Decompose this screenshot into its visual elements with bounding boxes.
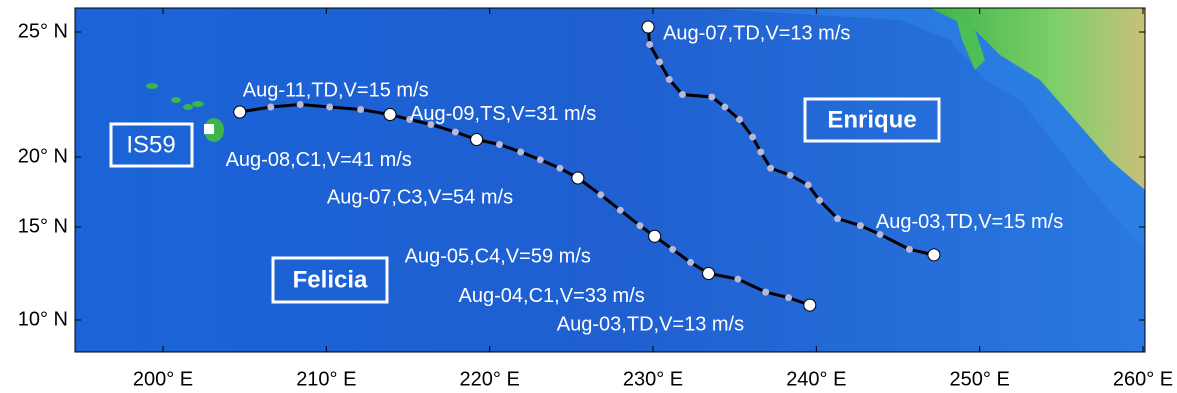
named-position (572, 172, 584, 184)
position (517, 149, 524, 156)
named-position (471, 134, 483, 146)
station-label: IS59 (126, 131, 175, 158)
position (708, 94, 715, 101)
position (357, 106, 364, 113)
x-tick-label: 210° E (296, 368, 356, 390)
position-label: Aug-09,TS,V=31 m/s (410, 103, 596, 125)
position (736, 116, 743, 123)
y-tick-label: 15° N (18, 215, 68, 237)
position (787, 172, 794, 179)
position (734, 276, 741, 283)
position (636, 222, 643, 229)
position (297, 101, 304, 108)
position (679, 91, 686, 98)
position (267, 104, 274, 111)
position-label: Aug-05,C4,V=59 m/s (405, 246, 591, 268)
station-marker (204, 124, 214, 134)
position-label: Aug-11,TD,V=15 m/s (243, 79, 429, 101)
named-position (234, 106, 246, 118)
position (834, 215, 841, 222)
named-position (928, 249, 940, 261)
y-tick-label: 20° N (18, 145, 68, 167)
position-label: Aug-03,TD,V=13 m/s (557, 313, 744, 335)
position (757, 149, 764, 156)
position (666, 76, 673, 83)
position (721, 104, 728, 111)
position (656, 59, 663, 66)
position (496, 141, 503, 148)
y-tick-label: 25° N (18, 20, 68, 42)
position (597, 191, 604, 198)
position-label: Aug-07,C3,V=54 m/s (327, 186, 513, 208)
position (617, 207, 624, 214)
position (877, 231, 884, 238)
position (326, 104, 333, 111)
position (767, 165, 774, 172)
named-position (384, 109, 396, 121)
position (857, 222, 864, 229)
position (749, 134, 756, 141)
position-label: Aug-04,C1,V=33 m/s (459, 285, 645, 307)
position-label: Aug-08,C1,V=41 m/s (226, 149, 412, 171)
position (805, 182, 812, 189)
named-position (804, 299, 816, 311)
x-tick-label: 250° E (950, 368, 1010, 390)
position (762, 289, 769, 296)
y-tick-label: 10° N (18, 308, 68, 330)
x-tick-label: 220° E (460, 368, 520, 390)
x-tick-label: 260° E (1113, 368, 1173, 390)
position-label: Aug-07,TD,V=13 m/s (663, 22, 850, 44)
named-position (642, 21, 654, 33)
named-position (703, 268, 715, 280)
position (906, 246, 913, 253)
position (556, 165, 563, 172)
position (537, 156, 544, 163)
position (785, 294, 792, 301)
x-tick-label: 240° E (786, 368, 846, 390)
position (687, 259, 694, 266)
track-name: Felicia (293, 266, 368, 293)
map: IS59 Felicia Enrique 200° E 210° E 220° E 2… (0, 0, 1177, 393)
named-position (649, 230, 661, 242)
position (816, 197, 823, 204)
x-tick-label: 230° E (623, 368, 683, 390)
x-tick-label: 200° E (133, 368, 193, 390)
position (646, 41, 653, 48)
position (669, 246, 676, 253)
track-name: Enrique (827, 106, 916, 133)
position (452, 129, 459, 136)
position-label: Aug-03,TD,V=15 m/s (876, 211, 1063, 233)
